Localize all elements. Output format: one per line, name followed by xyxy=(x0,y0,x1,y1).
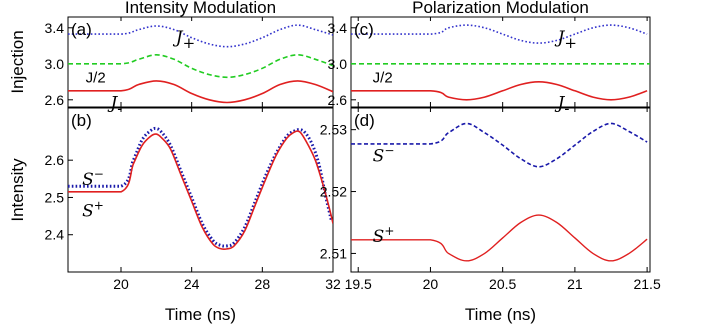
panel-d-frame xyxy=(350,107,651,273)
panel-a-annotation: J- xyxy=(107,94,122,118)
panel-c-series-jminus xyxy=(351,80,648,101)
panel-d-ytick-label: 2.53 xyxy=(320,122,347,138)
panel-c-frame xyxy=(350,16,651,108)
panel-c-label: (c) xyxy=(354,20,374,39)
panel-a-frame xyxy=(67,16,334,108)
panel-c-ytick-label: 2.6 xyxy=(328,92,348,108)
panel-c-ytick-label: 3.4 xyxy=(328,20,348,36)
panel-a-ylabel: Injection xyxy=(8,30,27,93)
panel-b-ylabel: Intensity xyxy=(8,158,27,222)
panel-d-xtick-label: 20.5 xyxy=(489,276,516,292)
panel-a-annotation: J+ xyxy=(173,28,195,52)
panel-b-xlabel: Time (ns) xyxy=(165,305,236,324)
panel-b-frame xyxy=(67,107,334,273)
panel-a-series-jplus xyxy=(68,24,333,48)
panel-b-series-splus xyxy=(68,130,333,250)
panel-a-label: (a) xyxy=(71,20,92,39)
panel-d-series-splus xyxy=(351,214,648,262)
panel-d-xtick-label: 21 xyxy=(567,276,583,292)
panel-d-xtick-label: 19.5 xyxy=(345,276,372,292)
panel-a-title: Intensity Modulation xyxy=(125,0,276,17)
panel-b-ytick-label: 2.5 xyxy=(45,189,65,205)
panel-b-xtick-label: 28 xyxy=(255,276,271,292)
panel-b-annotation: S− xyxy=(82,167,104,190)
panel-c-annotation: J+ xyxy=(555,28,577,52)
panel-a-ytick-label: 2.6 xyxy=(45,92,65,108)
panel-a-annotation: J/2 xyxy=(86,69,106,86)
panel-c-annotation: J- xyxy=(555,94,570,118)
panel-b-xtick-label: 32 xyxy=(325,276,341,292)
panel-b-ytick-label: 2.6 xyxy=(45,152,65,168)
panel-b-xtick-label: 24 xyxy=(184,276,200,292)
panel-c-ytick-label: 3.0 xyxy=(328,56,348,72)
panel-b-ytick-label: 2.4 xyxy=(45,227,65,243)
panel-b-annotation: S+ xyxy=(82,199,104,222)
panel-d-ytick-label: 2.52 xyxy=(320,184,347,200)
panel-d-annotation: S− xyxy=(373,144,395,167)
panel-d-xtick-label: 21.5 xyxy=(633,276,660,292)
panel-c: 2.6 3.0 3.4 J+ J/2 J- (c) Polarization Modulati… xyxy=(328,0,651,118)
panel-a: 2.6 3.0 3.4 J+ J/2J- (a) Intensity Modulation I… xyxy=(8,0,334,118)
panel-a-ytick-label: 3.0 xyxy=(45,56,65,72)
panel-a-series-jminus xyxy=(68,80,333,104)
panel-b: 2.4 2.5 2.6 20 24 28 32 S− S+ (b) Time (ns) Intensi… xyxy=(8,107,341,324)
panel-c-series-jplus xyxy=(351,24,648,44)
panel-d: 2.51 2.52 2.53 19.5 20 20.5 21 21.5 S− S+ (d) Time … xyxy=(320,107,661,324)
panel-d-label: (d) xyxy=(354,111,375,130)
panel-c-annotation: J/2 xyxy=(373,69,393,86)
panel-b-series-sminus xyxy=(68,126,333,248)
panel-d-xtick-label: 20 xyxy=(423,276,439,292)
panel-a-series-jhalf xyxy=(68,53,333,79)
panel-a-ytick-label: 3.4 xyxy=(45,20,65,36)
panel-d-annotation: S+ xyxy=(373,224,395,247)
panel-b-label: (b) xyxy=(71,111,92,130)
panel-d-series-sminus xyxy=(351,122,648,168)
panel-d-xlabel: Time (ns) xyxy=(465,305,536,324)
panel-d-ytick-label: 2.51 xyxy=(320,245,347,261)
panel-b-xtick-label: 20 xyxy=(113,276,129,292)
panel-c-title: Polarization Modulation xyxy=(412,0,589,17)
